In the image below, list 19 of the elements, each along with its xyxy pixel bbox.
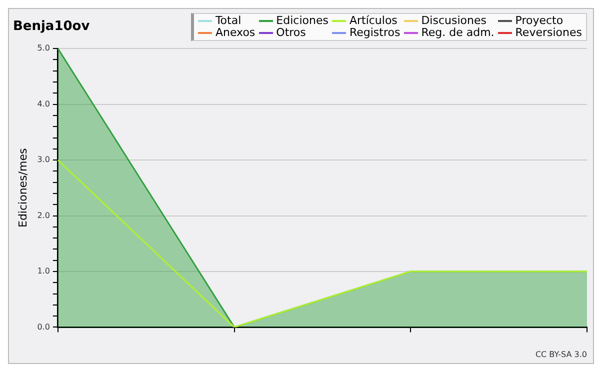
y-axis-title: Ediciones/mes	[16, 148, 30, 228]
y-tick-label: 0.0	[37, 322, 50, 332]
legend-label: Registros	[349, 26, 400, 39]
chart-title: Benja10ov	[13, 19, 90, 34]
legend-label: Reversiones	[515, 26, 582, 39]
legend-label: Anexos	[215, 26, 256, 39]
legend-label: Total	[215, 14, 242, 27]
y-tick-label: 1.0	[37, 266, 50, 276]
y-tick-label: 3.0	[37, 155, 50, 164]
legend-label: Proyecto	[515, 14, 564, 27]
legend-label: Ediciones	[276, 14, 328, 27]
legend-label: Artículos	[349, 14, 398, 27]
y-tick-label: 5.0	[37, 44, 50, 53]
y-tick-label: 4.0	[37, 99, 50, 108]
legend-label: Otros	[276, 26, 306, 39]
legend-label: Discusiones	[421, 14, 486, 27]
legend-label: Reg. de adm.	[421, 26, 494, 39]
y-tick-label: 2.0	[37, 210, 50, 220]
text: CC BY-SA 3.0	[535, 350, 587, 359]
